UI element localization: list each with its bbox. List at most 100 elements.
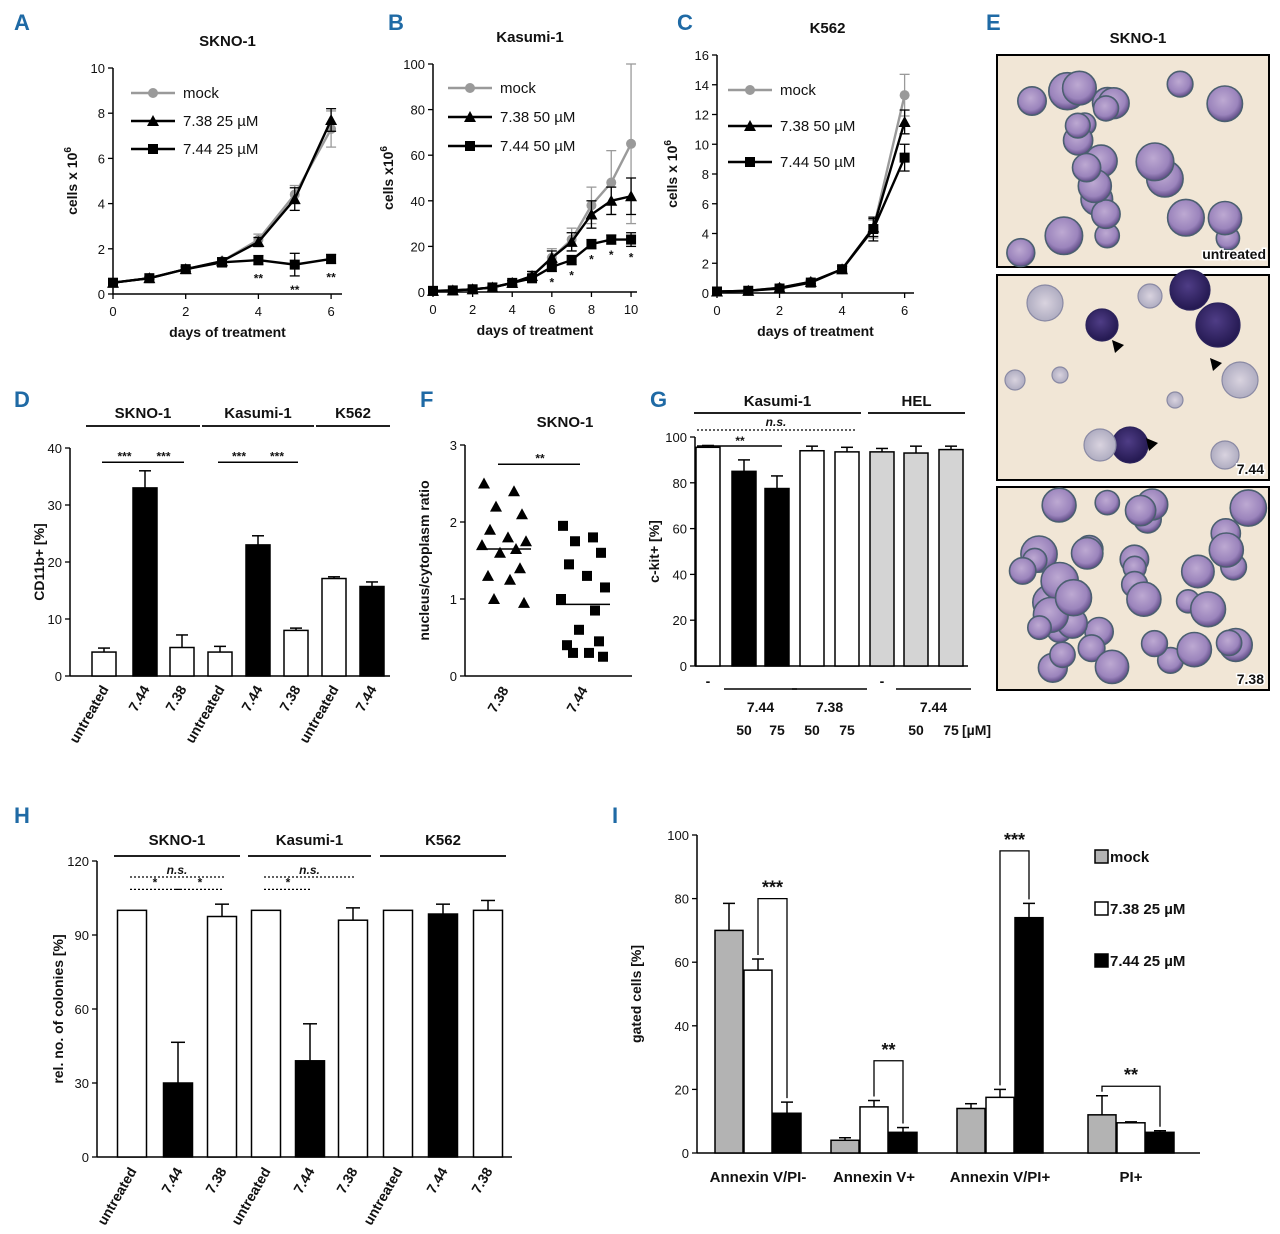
data-point [898, 115, 911, 127]
y-axis-label: c-kit+ [%] [646, 520, 662, 583]
y-tick-label: 14 [695, 78, 709, 93]
legend-marker [465, 141, 475, 151]
panel-label-h: H [14, 803, 30, 828]
y-axis-label: cells x 106 [663, 140, 680, 208]
y-tick-label: 40 [673, 567, 687, 582]
data-point [467, 284, 478, 295]
x-tick-label: 7.44 [158, 1164, 186, 1196]
panel-label-c: C [677, 10, 693, 35]
cell [1054, 578, 1093, 617]
y-tick-label: 60 [673, 522, 687, 537]
micrograph-images [996, 54, 1270, 691]
cell [1111, 426, 1149, 464]
cell [1085, 308, 1119, 342]
cell [1016, 86, 1047, 117]
cell [1090, 199, 1121, 230]
data-point [478, 477, 490, 489]
cell [1180, 554, 1215, 589]
y-tick-label: 3 [450, 438, 457, 453]
cell [1071, 152, 1102, 183]
y-tick-label: 6 [702, 197, 709, 212]
bar [985, 1096, 1015, 1154]
data-point [482, 569, 494, 581]
data-point [570, 536, 580, 547]
y-tick-label: 90 [75, 928, 89, 943]
significance-label: * [609, 248, 614, 262]
significance-label: *** [117, 449, 131, 463]
data-point [546, 261, 557, 272]
x-tick-label: 7.44 [352, 682, 380, 714]
micrograph-744 [996, 269, 1270, 481]
data-point [598, 651, 608, 662]
significance-label: *** [232, 449, 246, 463]
bar [321, 577, 347, 677]
cell [1229, 489, 1268, 527]
bar [162, 1082, 194, 1158]
legend-label: 7.38 25 µM [183, 113, 258, 130]
y-tick-label: 4 [98, 197, 105, 212]
x-tick-label: 7.38 [484, 683, 512, 715]
data-point [508, 485, 520, 497]
data-point [502, 531, 514, 543]
x-tick-label: PI+ [1120, 1169, 1143, 1186]
bar [1014, 916, 1044, 1154]
bar [427, 913, 459, 1158]
significance-label: * [198, 875, 203, 889]
y-tick-label: 100 [403, 57, 425, 72]
data-point [625, 190, 638, 202]
data-point [518, 596, 530, 608]
panel-label-b: B [388, 10, 404, 35]
data-point [516, 508, 528, 520]
bar [359, 585, 385, 677]
x-tick-label: 75 [769, 722, 785, 738]
cell [1176, 631, 1213, 668]
bar [283, 629, 309, 677]
series-square [712, 143, 910, 297]
y-tick-label: 0 [98, 287, 105, 302]
cell [1094, 649, 1130, 685]
x-tick-label: 6 [548, 302, 555, 317]
cell [1077, 634, 1106, 663]
x-tick-label: untreated [66, 683, 112, 746]
cell [1206, 85, 1244, 123]
panel-label-f: F [420, 387, 433, 412]
bar [695, 446, 721, 667]
bar [337, 919, 369, 1158]
cell [1006, 237, 1036, 268]
data-point [253, 255, 264, 266]
bar [382, 909, 414, 1158]
bar [859, 1106, 889, 1154]
x-tick-label: - [880, 673, 885, 689]
data-point [527, 273, 538, 284]
legend-marker [148, 88, 158, 98]
x-tick-label: 7.38 [202, 1164, 230, 1196]
compound-label: 7.44 [920, 699, 947, 715]
y-axis-label: cells x106 [379, 146, 396, 210]
significance-label: ** [254, 272, 264, 286]
bar [903, 452, 929, 667]
data-point [144, 273, 155, 284]
cell [1083, 428, 1117, 462]
significance-label: n.s. [299, 863, 320, 877]
data-point [558, 520, 568, 531]
x-tick-label: 0 [713, 303, 720, 318]
x-tick-label: 7.44 [238, 682, 266, 714]
bar [830, 1139, 860, 1154]
arrowhead-icon [1146, 438, 1158, 451]
data-point [582, 570, 592, 581]
legend-label: mock [183, 85, 219, 102]
group-label: SKNO-1 [149, 832, 206, 849]
data-point [590, 605, 600, 616]
cell [1221, 361, 1259, 399]
micrograph-title: SKNO-1 [1110, 30, 1167, 47]
x-tick-label: 7.44 [563, 683, 591, 715]
cell [1169, 269, 1211, 311]
group-label: Kasumi-1 [276, 832, 344, 849]
significance-label: * [153, 875, 158, 889]
legend-marker [745, 85, 755, 95]
y-tick-label: 0 [702, 286, 709, 301]
cell [1189, 591, 1227, 628]
data-point [507, 277, 518, 288]
